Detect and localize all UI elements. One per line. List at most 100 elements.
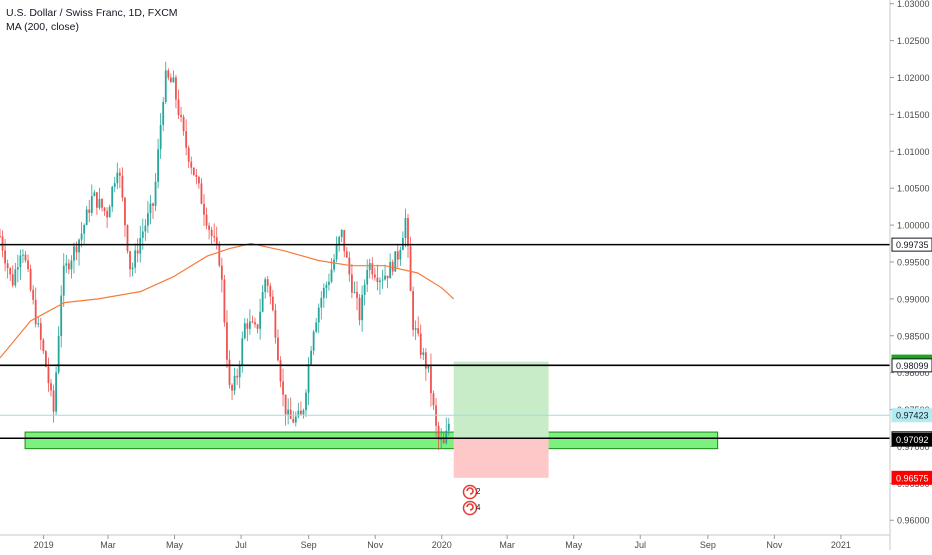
- y-tick-label: 1.02000: [897, 73, 930, 83]
- x-tick-label: Mar: [499, 540, 515, 550]
- candle-body: [154, 181, 157, 206]
- candle-body: [333, 259, 335, 270]
- candle-body: [292, 419, 295, 423]
- price-label: 0.97423: [896, 411, 929, 421]
- candle-body: [152, 203, 154, 206]
- candle-body: [136, 250, 139, 254]
- x-tick-label: Jul: [235, 540, 247, 550]
- candle-body: [83, 225, 86, 234]
- candle-body: [320, 297, 323, 308]
- candle-body: [32, 289, 35, 300]
- candle-body: [256, 324, 259, 329]
- candle-body: [412, 291, 414, 330]
- candle-body: [90, 196, 93, 213]
- candle-body: [315, 322, 318, 332]
- candle-body: [322, 287, 325, 298]
- candle-body: [215, 237, 218, 244]
- candle-body: [396, 251, 399, 260]
- candle-body: [19, 255, 22, 268]
- candle-body: [243, 323, 246, 339]
- price-label: 0.97092: [896, 435, 929, 445]
- candle-body: [447, 423, 450, 431]
- x-tick-label: May: [166, 540, 184, 550]
- candle-body: [277, 337, 279, 361]
- candle-body: [210, 229, 213, 237]
- y-tick-label: 0.98000: [897, 368, 930, 378]
- candle-body: [266, 279, 269, 286]
- y-tick-label: 0.99000: [897, 294, 930, 304]
- candle-body: [50, 383, 52, 391]
- candle-body: [175, 77, 177, 100]
- candle-body: [386, 275, 389, 279]
- candle-body: [147, 213, 149, 226]
- candle-body: [65, 263, 68, 266]
- candle-body: [305, 392, 307, 411]
- candle-body: [111, 186, 114, 207]
- y-tick-label: 0.98500: [897, 331, 930, 341]
- candle-body: [264, 279, 267, 293]
- candle-body: [259, 311, 261, 329]
- candle-body: [75, 246, 78, 253]
- candle-body: [106, 211, 108, 218]
- candle-body: [108, 206, 111, 218]
- candle-body: [141, 231, 144, 238]
- candle-body: [11, 274, 14, 286]
- y-tick-label: 1.02500: [897, 36, 930, 46]
- price-label-box: [891, 237, 932, 252]
- candle-body: [254, 322, 256, 325]
- candle-body: [223, 279, 226, 323]
- candle-body: [116, 172, 119, 184]
- candle-body: [424, 352, 427, 369]
- candle-body: [371, 263, 374, 275]
- candle-body: [113, 183, 116, 187]
- candle-body: [343, 229, 346, 252]
- candle-body: [70, 260, 73, 270]
- candle-body: [67, 263, 70, 270]
- candle-body: [172, 77, 175, 83]
- candle-body: [376, 277, 379, 283]
- candle-body: [78, 239, 80, 253]
- candle-body: [96, 192, 98, 208]
- candle-body: [384, 275, 386, 280]
- candle-body: [361, 294, 363, 321]
- candle-body: [379, 280, 381, 283]
- event-count: 4: [476, 503, 481, 512]
- candle-body: [177, 99, 180, 115]
- candle-body: [279, 360, 282, 382]
- candle-body: [29, 269, 32, 290]
- candle-body: [103, 207, 106, 212]
- candle-body: [356, 291, 358, 298]
- price-label-box: [891, 358, 932, 373]
- y-tick-label: 1.00500: [897, 184, 930, 194]
- price-label: 0.96575: [896, 473, 929, 483]
- candle-body: [187, 147, 190, 162]
- candle-body: [340, 229, 343, 237]
- x-tick-label: Nov: [367, 540, 384, 550]
- candle-body: [414, 328, 417, 330]
- candle-body: [198, 176, 200, 184]
- candle-body: [330, 269, 333, 282]
- candle-body: [399, 249, 402, 260]
- price-label: 0.99735: [896, 240, 929, 250]
- candle-body: [218, 243, 221, 266]
- candle-body: [226, 322, 228, 360]
- candle-body: [131, 267, 134, 270]
- candle-body: [445, 430, 448, 444]
- candle-body: [404, 218, 407, 239]
- candle-body: [149, 203, 152, 214]
- candle-body: [167, 70, 170, 78]
- candle-body: [57, 336, 60, 373]
- candle-body: [289, 409, 292, 420]
- candle-body: [437, 425, 440, 440]
- x-tick-label: May: [565, 540, 583, 550]
- candle-body: [317, 307, 320, 323]
- candle-body: [389, 262, 392, 279]
- candle-body: [287, 409, 290, 415]
- candle-body: [45, 351, 47, 367]
- chart-legend: U.S. Dollar / Swiss Franc, 1D, FXCM MA (…: [6, 6, 178, 34]
- candle-body: [208, 225, 210, 230]
- candle-body: [391, 262, 394, 272]
- candle-body: [121, 175, 124, 198]
